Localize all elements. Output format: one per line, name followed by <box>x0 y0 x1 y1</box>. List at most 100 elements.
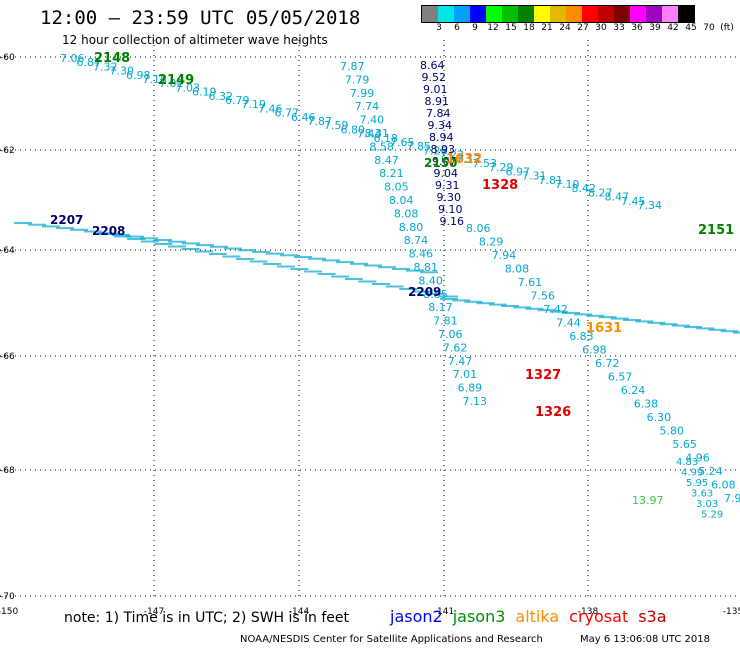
colorbar-swatch <box>422 6 438 22</box>
colorbar-tick-label: 24 <box>559 23 571 33</box>
overlapping-observation-mark <box>720 330 739 333</box>
overlapping-observation-mark <box>276 265 295 268</box>
wave-height-value: 9.01 <box>423 83 448 96</box>
overlapping-observation-mark <box>168 240 186 243</box>
wave-height-value: 9.31 <box>435 179 460 192</box>
wave-height-value: 7.94 <box>492 249 517 262</box>
pass-number-label: 1326 <box>535 405 571 420</box>
wave-height-value: 7.62 <box>443 341 468 354</box>
colorbar-swatch <box>566 6 582 22</box>
wave-height-value: 7.44 <box>357 128 382 141</box>
colorbar-swatch <box>534 6 550 22</box>
wave-height-value: 8.04 <box>389 194 414 207</box>
longitude-label: -135 <box>723 607 740 617</box>
overlapping-observation-mark <box>344 278 363 280</box>
wave-height-value: 6.57 <box>608 371 633 384</box>
wave-height-value: 9.52 <box>422 71 447 84</box>
overlapping-observation-mark <box>732 331 740 334</box>
overlapping-observation-mark <box>140 240 159 243</box>
wave-height-value: 3.03 <box>696 499 718 510</box>
colorbar <box>421 5 695 23</box>
wave-height-value: 9.04 <box>434 167 459 180</box>
colorbar-tick-label: 15 <box>505 23 517 33</box>
overlapping-observation-mark <box>440 298 458 300</box>
pass-number-label: 2209 <box>408 285 441 299</box>
overlapping-observation-mark <box>574 313 593 316</box>
colorbar-tick-label: 33 <box>613 23 625 33</box>
overlapping-observation-mark <box>140 237 158 240</box>
colorbar-tick-label: 3 <box>436 23 442 33</box>
overlapping-observation-mark <box>378 266 396 269</box>
overlapping-observation-mark <box>308 257 326 260</box>
wave-height-value: 7.29 <box>489 161 514 174</box>
overlapping-observation-mark <box>420 271 438 274</box>
overlapping-observation-mark <box>210 245 228 248</box>
wave-height-value: 7.10 <box>555 178 580 191</box>
colorbar-tick-label: 9 <box>472 23 478 33</box>
overlapping-observation-mark <box>331 275 350 278</box>
longitude-label: -144 <box>289 607 310 617</box>
wave-height-value: 7.19 <box>242 98 267 111</box>
overlapping-observation-mark <box>696 327 715 330</box>
overlapping-observation-mark <box>126 235 144 238</box>
overlapping-observation-mark <box>647 321 666 324</box>
latitude-labels: -60 -62 -64 -66 -68 -70 <box>0 53 15 602</box>
overlapping-observation-mark <box>610 317 629 320</box>
overlapping-observation-mark <box>412 290 431 293</box>
overlapping-observation-mark <box>476 302 495 305</box>
overlapping-observation-mark <box>317 273 336 275</box>
wave-height-value: 9.16 <box>440 215 465 228</box>
wave-height-value: 6.38 <box>634 398 659 411</box>
overlapping-observation-mark <box>28 223 46 226</box>
colorbar-swatch <box>454 6 470 22</box>
colorbar-swatch <box>502 6 518 22</box>
wave-height-value: 8.27 <box>588 186 613 199</box>
wave-height-value: 7.99 <box>350 87 375 100</box>
overlapping-observation-mark <box>42 225 60 228</box>
colorbar-tick-label: 39 <box>649 23 661 33</box>
colorbar-tick-label: 30 <box>595 23 607 33</box>
wave-height-value: 5.24 <box>698 465 723 478</box>
wave-height-value: 7.65 <box>390 136 415 149</box>
pass-number-label: 2151 <box>698 223 734 238</box>
wave-height-value: 7.53 <box>473 157 498 170</box>
colorbar-tick-label: 21 <box>541 23 553 33</box>
overlapping-observation-mark <box>280 254 298 257</box>
longitude-label: -150 <box>0 607 18 617</box>
overlapping-observation-mark <box>222 255 241 258</box>
overlapping-observation-mark <box>252 250 270 253</box>
legend-entry-cryosat: cryosat <box>569 607 629 626</box>
legend-entry-altika: altika <box>515 607 560 626</box>
longitude-label: -138 <box>578 607 599 617</box>
wave-height-value: 7.84 <box>426 107 451 120</box>
overlapping-observation-mark <box>196 244 214 247</box>
colorbar-swatch <box>646 6 662 22</box>
wave-height-value: 4.99 <box>681 468 703 479</box>
wave-height-value: 3.63 <box>691 489 713 500</box>
colorbar-tick-label: 45 <box>685 23 697 33</box>
wave-height-value: 9.07 <box>432 155 457 168</box>
wave-height-value: 7.23 <box>440 149 465 162</box>
colorbar-swatch <box>470 6 486 22</box>
overlapping-observation-mark <box>708 328 727 331</box>
wave-height-value: 7.42 <box>543 303 568 316</box>
overlapping-observation-mark <box>113 235 132 238</box>
wave-height-value: 6.18 <box>374 132 399 145</box>
satellite-legend: jason2 jason3 altika cryosat s3a <box>390 607 677 626</box>
wave-height-value: 6.72 <box>595 357 620 370</box>
wave-height-value: 5.95 <box>686 478 708 489</box>
wave-height-value: 7.85 <box>407 140 432 153</box>
latitude-label: -60 <box>0 53 15 63</box>
overlapping-observation-mark <box>290 268 309 270</box>
colorbar-swatch <box>486 6 502 22</box>
colorbar-tick-label: 12 <box>487 23 499 33</box>
colorbar-swatch <box>630 6 646 22</box>
overlapping-observation-mark <box>14 222 32 224</box>
overlapping-observation-mark <box>549 310 568 313</box>
longitude-label: -141 <box>434 607 454 617</box>
overlapping-observation-mark <box>127 238 146 240</box>
wave-height-value: 7.15 <box>143 73 168 86</box>
wave-height-value: 7.01 <box>453 368 478 381</box>
overlapping-observation-mark <box>249 260 268 263</box>
longitude-labels: -150 -147 -144 -141 -138 -135 <box>0 607 740 617</box>
